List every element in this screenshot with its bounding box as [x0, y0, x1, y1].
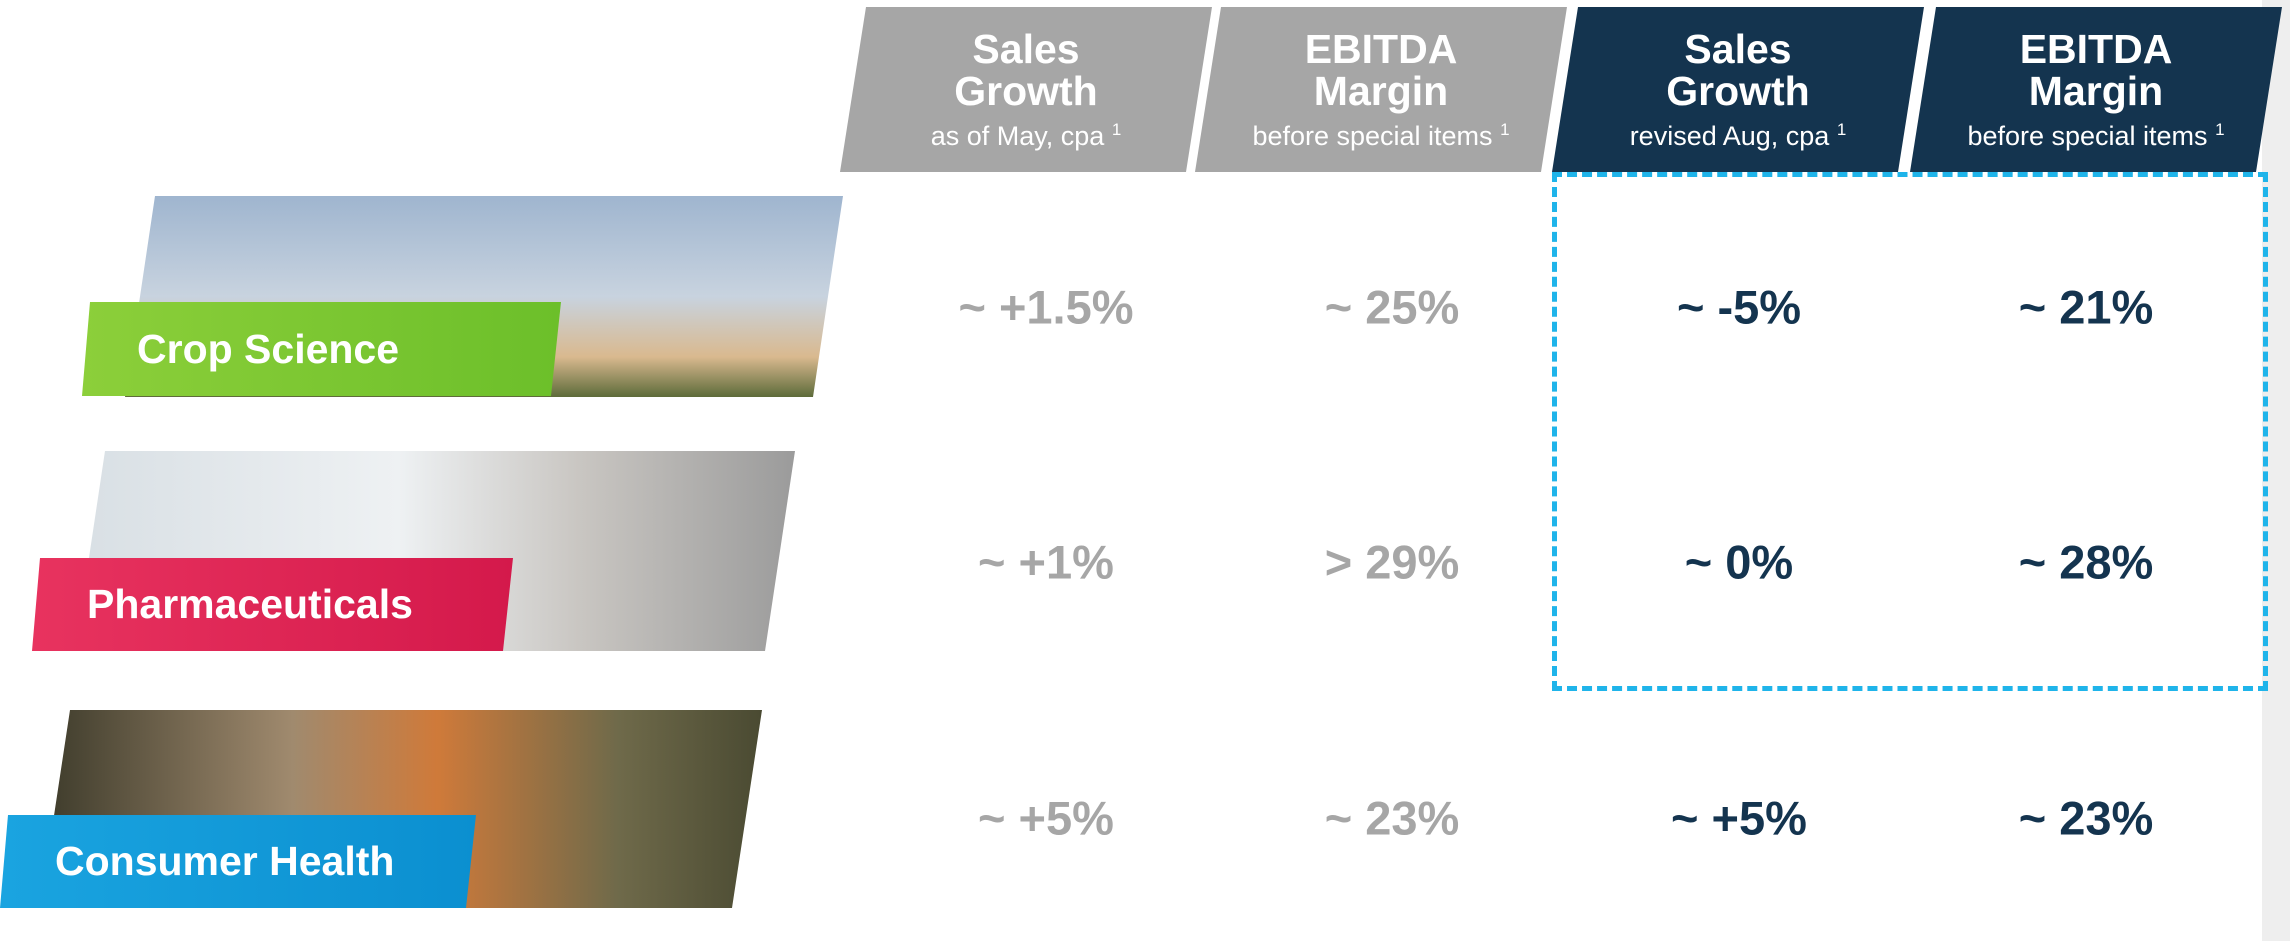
header-subtitle: as of May, cpa 1: [931, 120, 1122, 152]
highlight-box: [1552, 172, 2268, 691]
column-header: Sales Growth as of May, cpa 1: [840, 7, 1212, 172]
header-subtitle: revised Aug, cpa 1: [1630, 120, 1847, 152]
subtitle-text: revised Aug, cpa: [1629, 120, 1830, 151]
footnote-mark: 1: [1111, 119, 1122, 139]
value-cell: ~ 0%: [1684, 535, 1794, 589]
subtitle-text: before special items: [1252, 120, 1493, 151]
value-cell: ~ +1%: [978, 535, 1114, 589]
value-cell: ~ -5%: [1676, 280, 1802, 334]
value-cell: ~ 23%: [1324, 791, 1460, 845]
row-label: Pharmaceuticals: [32, 558, 513, 651]
value-cell: ~ +5%: [978, 791, 1114, 845]
value-cell: ~ 21%: [2018, 280, 2154, 334]
header-title: EBITDA Margin: [1304, 25, 1458, 114]
subtitle-text: as of May, cpa: [930, 120, 1105, 151]
header-title: EBITDA Margin: [2019, 25, 2173, 114]
column-header: EBITDA Margin before special items 1: [1910, 7, 2282, 172]
value-cell: ~ 28%: [2018, 535, 2154, 589]
footnote-mark: 1: [1500, 119, 1510, 139]
header-subtitle: before special items 1: [1252, 120, 1509, 152]
footnote-mark: 1: [1836, 119, 1847, 139]
subtitle-text: before special items: [1967, 120, 2208, 151]
row-label: Consumer Health: [0, 815, 476, 908]
value-cell: ~ +5%: [1671, 791, 1807, 845]
column-header: EBITDA Margin before special items 1: [1195, 7, 1567, 172]
value-cell: ~ 23%: [2018, 791, 2154, 845]
header-subtitle: before special items 1: [1967, 120, 2224, 152]
footnote-mark: 1: [2215, 119, 2225, 139]
header-title: Sales Growth: [1666, 25, 1810, 114]
column-header: Sales Growth revised Aug, cpa 1: [1552, 7, 1924, 172]
value-cell: ~ +1.5%: [958, 280, 1134, 334]
header-title: Sales Growth: [954, 25, 1098, 114]
row-label: Crop Science: [82, 302, 561, 396]
value-cell: ~ 25%: [1324, 280, 1460, 334]
value-cell: > 29%: [1324, 535, 1460, 589]
